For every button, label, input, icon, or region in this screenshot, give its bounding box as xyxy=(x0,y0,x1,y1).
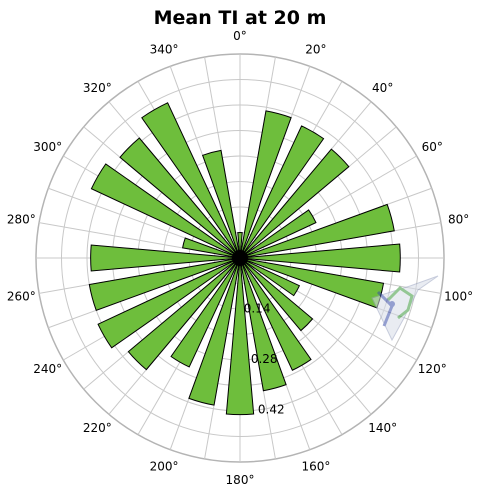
direction-tick-label: 80° xyxy=(448,212,469,226)
direction-labels: 0° 20° 40° 60° 80° 100° 120° 140° 160° 180° 200° 22… xyxy=(7,29,473,486)
sector-bar xyxy=(225,257,255,416)
sector-bar xyxy=(239,148,350,259)
sector-bar xyxy=(170,257,241,368)
sector-bar xyxy=(141,102,241,259)
direction-tick-label: 200° xyxy=(150,460,179,474)
direction-tick-label: 320° xyxy=(83,81,112,95)
sector-bar xyxy=(90,163,241,259)
ring-tick-label: 0.28 xyxy=(251,352,278,366)
sector-bar xyxy=(237,232,243,259)
direction-tick-label: 180° xyxy=(226,473,255,486)
sector-bar xyxy=(188,257,241,406)
sector-bar xyxy=(97,257,241,349)
direction-tick-label: 280° xyxy=(7,212,36,226)
direction-tick-label: 300° xyxy=(33,140,62,154)
direction-tick-label: 120° xyxy=(418,362,447,376)
sector-bar xyxy=(239,257,287,392)
sector-bar xyxy=(239,257,312,371)
sector-bar xyxy=(239,257,301,297)
wind-turbine-logo-icon xyxy=(371,275,439,342)
sector-bar xyxy=(239,125,325,259)
direction-tick-label: 100° xyxy=(444,290,473,304)
direction-tick-label: 60° xyxy=(422,140,443,154)
direction-tick-label: 140° xyxy=(368,421,397,435)
direction-tick-label: 240° xyxy=(33,362,62,376)
direction-tick-label: 40° xyxy=(372,81,393,95)
sector-bar xyxy=(90,244,241,272)
sector-bar xyxy=(239,110,292,259)
direction-tick-label: 0° xyxy=(233,29,247,43)
direction-tick-label: 160° xyxy=(301,460,330,474)
sector-bar xyxy=(182,237,241,259)
sector-bar xyxy=(239,209,317,259)
direction-tick-label: 20° xyxy=(305,42,326,56)
ring-tick-label: 0.14 xyxy=(244,302,271,316)
sector-bar xyxy=(127,257,241,371)
sector-bar xyxy=(239,243,401,273)
sector-bar xyxy=(239,203,395,259)
sector-bar xyxy=(119,137,241,259)
direction-tick-label: 260° xyxy=(7,290,36,304)
ring-tick-label: 0.42 xyxy=(258,403,285,417)
center-hub xyxy=(232,250,248,266)
sector-bar xyxy=(88,257,241,311)
direction-tick-label: 220° xyxy=(83,421,112,435)
chart-title: Mean TI at 20 m xyxy=(154,7,327,29)
sector-bar xyxy=(201,149,241,259)
ring-labels: 0.14 0.28 0.42 xyxy=(244,302,285,417)
data-sectors xyxy=(88,102,401,416)
sector-bar xyxy=(239,257,314,332)
direction-tick-label: 340° xyxy=(150,42,179,56)
